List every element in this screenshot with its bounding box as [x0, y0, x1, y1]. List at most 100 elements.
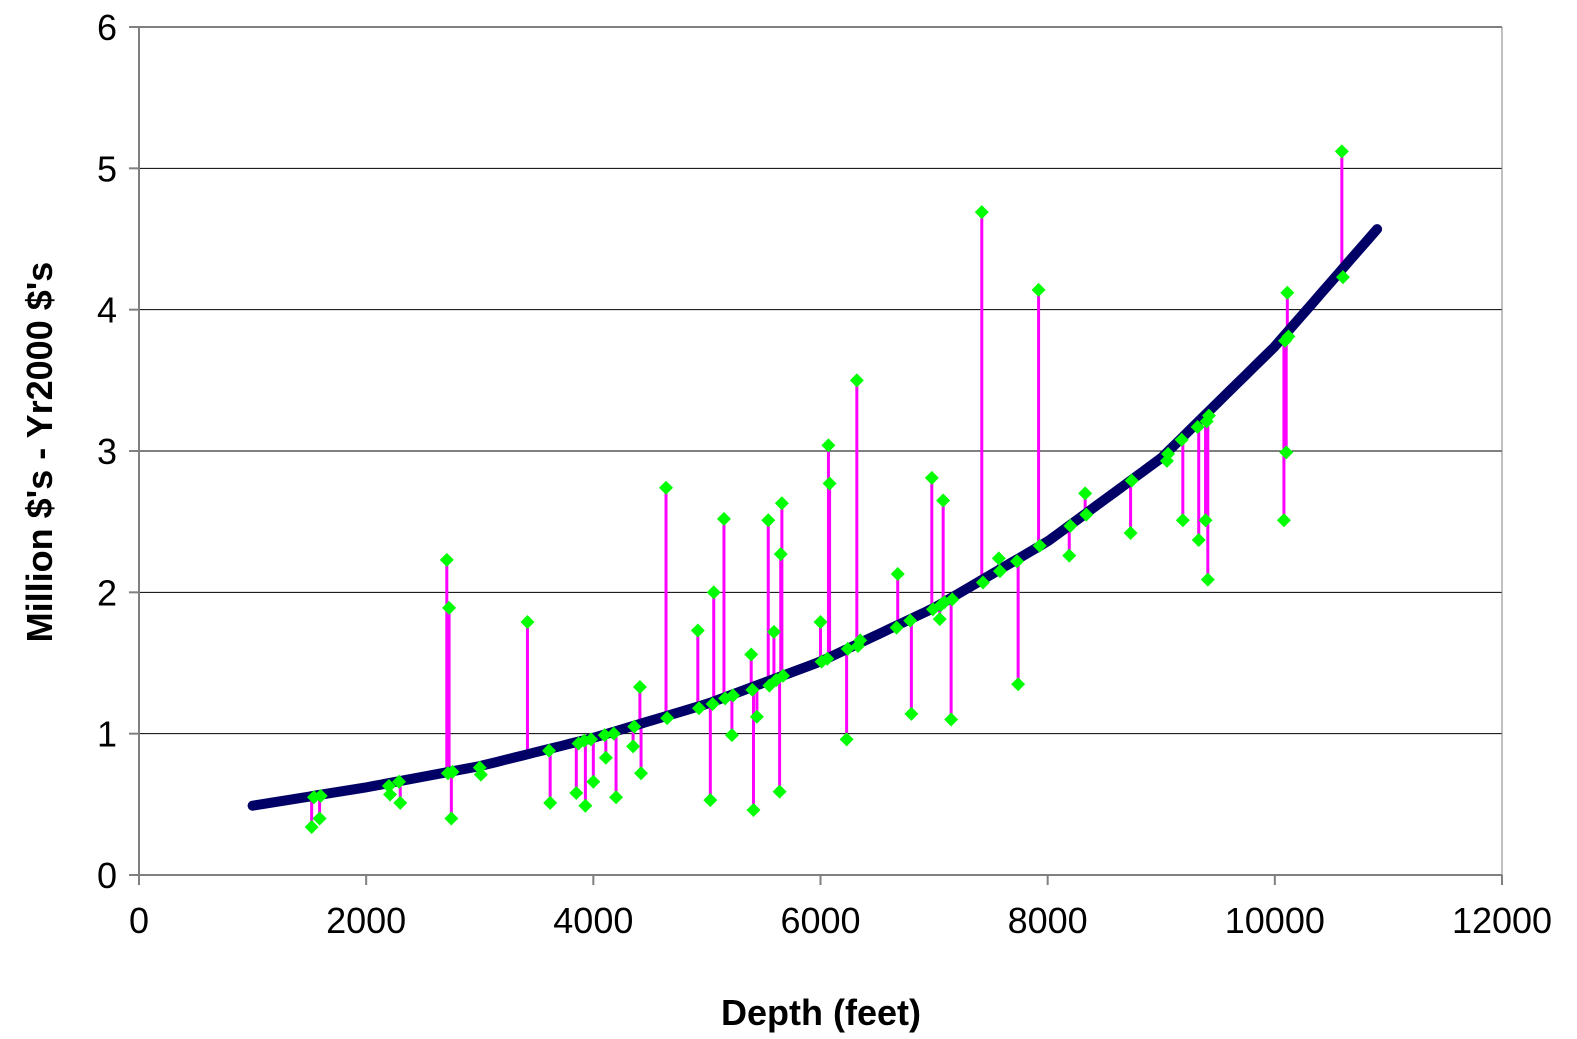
data-point	[1032, 538, 1047, 553]
data-point	[520, 615, 535, 630]
data-point	[627, 719, 642, 734]
data-point	[1123, 525, 1138, 540]
data-point	[569, 786, 584, 801]
data-point	[853, 633, 868, 648]
data-point	[1078, 486, 1093, 501]
data-point	[444, 811, 459, 826]
data-point	[1281, 329, 1296, 344]
data-point	[773, 547, 788, 562]
data-point	[1276, 513, 1291, 528]
x-tick-label: 10000	[1225, 900, 1325, 941]
data-point	[473, 767, 488, 782]
x-tick-label: 6000	[780, 900, 860, 941]
data-point	[890, 566, 905, 581]
data-point	[745, 682, 760, 697]
data-point	[1124, 473, 1139, 488]
tick-labels: 0 1 2 3 4 5 6 0 2000 4000 6000 8000 10000 12000	[97, 7, 1552, 941]
data-point	[776, 668, 791, 683]
data-point	[813, 615, 828, 630]
data-point	[903, 613, 918, 628]
data-point	[1031, 282, 1046, 297]
data-point	[1175, 513, 1190, 528]
x-tick-label: 2000	[326, 900, 406, 941]
data-point	[626, 739, 641, 754]
data-point	[609, 790, 624, 805]
data-point	[312, 811, 327, 826]
data-point	[822, 476, 837, 491]
data-point	[1009, 554, 1024, 569]
data-point	[936, 493, 951, 508]
data-point	[383, 787, 398, 802]
data-point	[766, 624, 781, 639]
data-point	[304, 819, 319, 834]
data-point	[703, 793, 718, 808]
axes	[129, 26, 1503, 885]
data-point	[774, 496, 789, 511]
data-point	[1062, 548, 1077, 563]
data-point	[1011, 677, 1026, 692]
data-point	[1201, 408, 1216, 423]
data-point	[944, 712, 959, 727]
data-point	[705, 696, 720, 711]
x-tick-label: 0	[129, 900, 149, 941]
data-point	[1063, 518, 1078, 533]
data-point	[716, 511, 731, 526]
data-point	[991, 551, 1006, 566]
data-point	[1279, 445, 1294, 460]
data-point	[840, 641, 855, 656]
x-tick-label: 8000	[1008, 900, 1088, 941]
data-point	[1198, 513, 1213, 528]
y-tick-label: 2	[97, 572, 117, 613]
data-point	[706, 585, 721, 600]
trend-curve	[247, 224, 1383, 811]
data-point	[924, 470, 939, 485]
y-tick-label: 1	[97, 714, 117, 755]
data-point	[746, 802, 761, 817]
gridlines	[139, 26, 1502, 735]
y-tick-label: 5	[97, 148, 117, 189]
data-point	[1174, 432, 1189, 447]
data-point	[598, 750, 613, 765]
data-point	[992, 564, 1007, 579]
data-point	[839, 732, 854, 747]
data-point	[542, 743, 557, 758]
y-tick-label: 3	[97, 431, 117, 472]
data-point	[313, 788, 328, 803]
data-points	[304, 144, 1350, 834]
data-point	[945, 592, 960, 607]
data-point	[820, 651, 835, 666]
data-point	[381, 778, 396, 793]
data-point	[761, 513, 776, 528]
y-axis-title: Million $'s - Yr2000 $'s	[19, 262, 60, 643]
data-point	[1280, 285, 1295, 300]
data-point	[632, 680, 647, 695]
data-point	[586, 774, 601, 789]
data-point	[584, 732, 599, 747]
data-point	[1190, 419, 1205, 434]
data-point	[821, 438, 836, 453]
y-tick-label: 4	[97, 290, 117, 331]
data-point	[724, 728, 739, 743]
data-point	[606, 726, 621, 741]
data-point	[975, 575, 990, 590]
data-point	[1200, 572, 1215, 587]
data-point	[660, 711, 675, 726]
data-point	[849, 373, 864, 388]
data-point	[932, 612, 947, 627]
data-point	[904, 706, 919, 721]
data-point	[726, 688, 741, 703]
data-point	[691, 701, 706, 716]
data-point	[634, 766, 649, 781]
data-point	[690, 623, 705, 638]
data-point	[392, 774, 407, 789]
data-point	[543, 795, 558, 810]
x-tick-label: 4000	[553, 900, 633, 941]
residual-lines	[310, 151, 1345, 827]
data-point	[1334, 144, 1349, 159]
data-point	[1161, 446, 1176, 461]
data-point	[744, 647, 759, 662]
trend-line	[247, 224, 1383, 811]
data-point	[1335, 270, 1350, 285]
data-point	[393, 795, 408, 810]
